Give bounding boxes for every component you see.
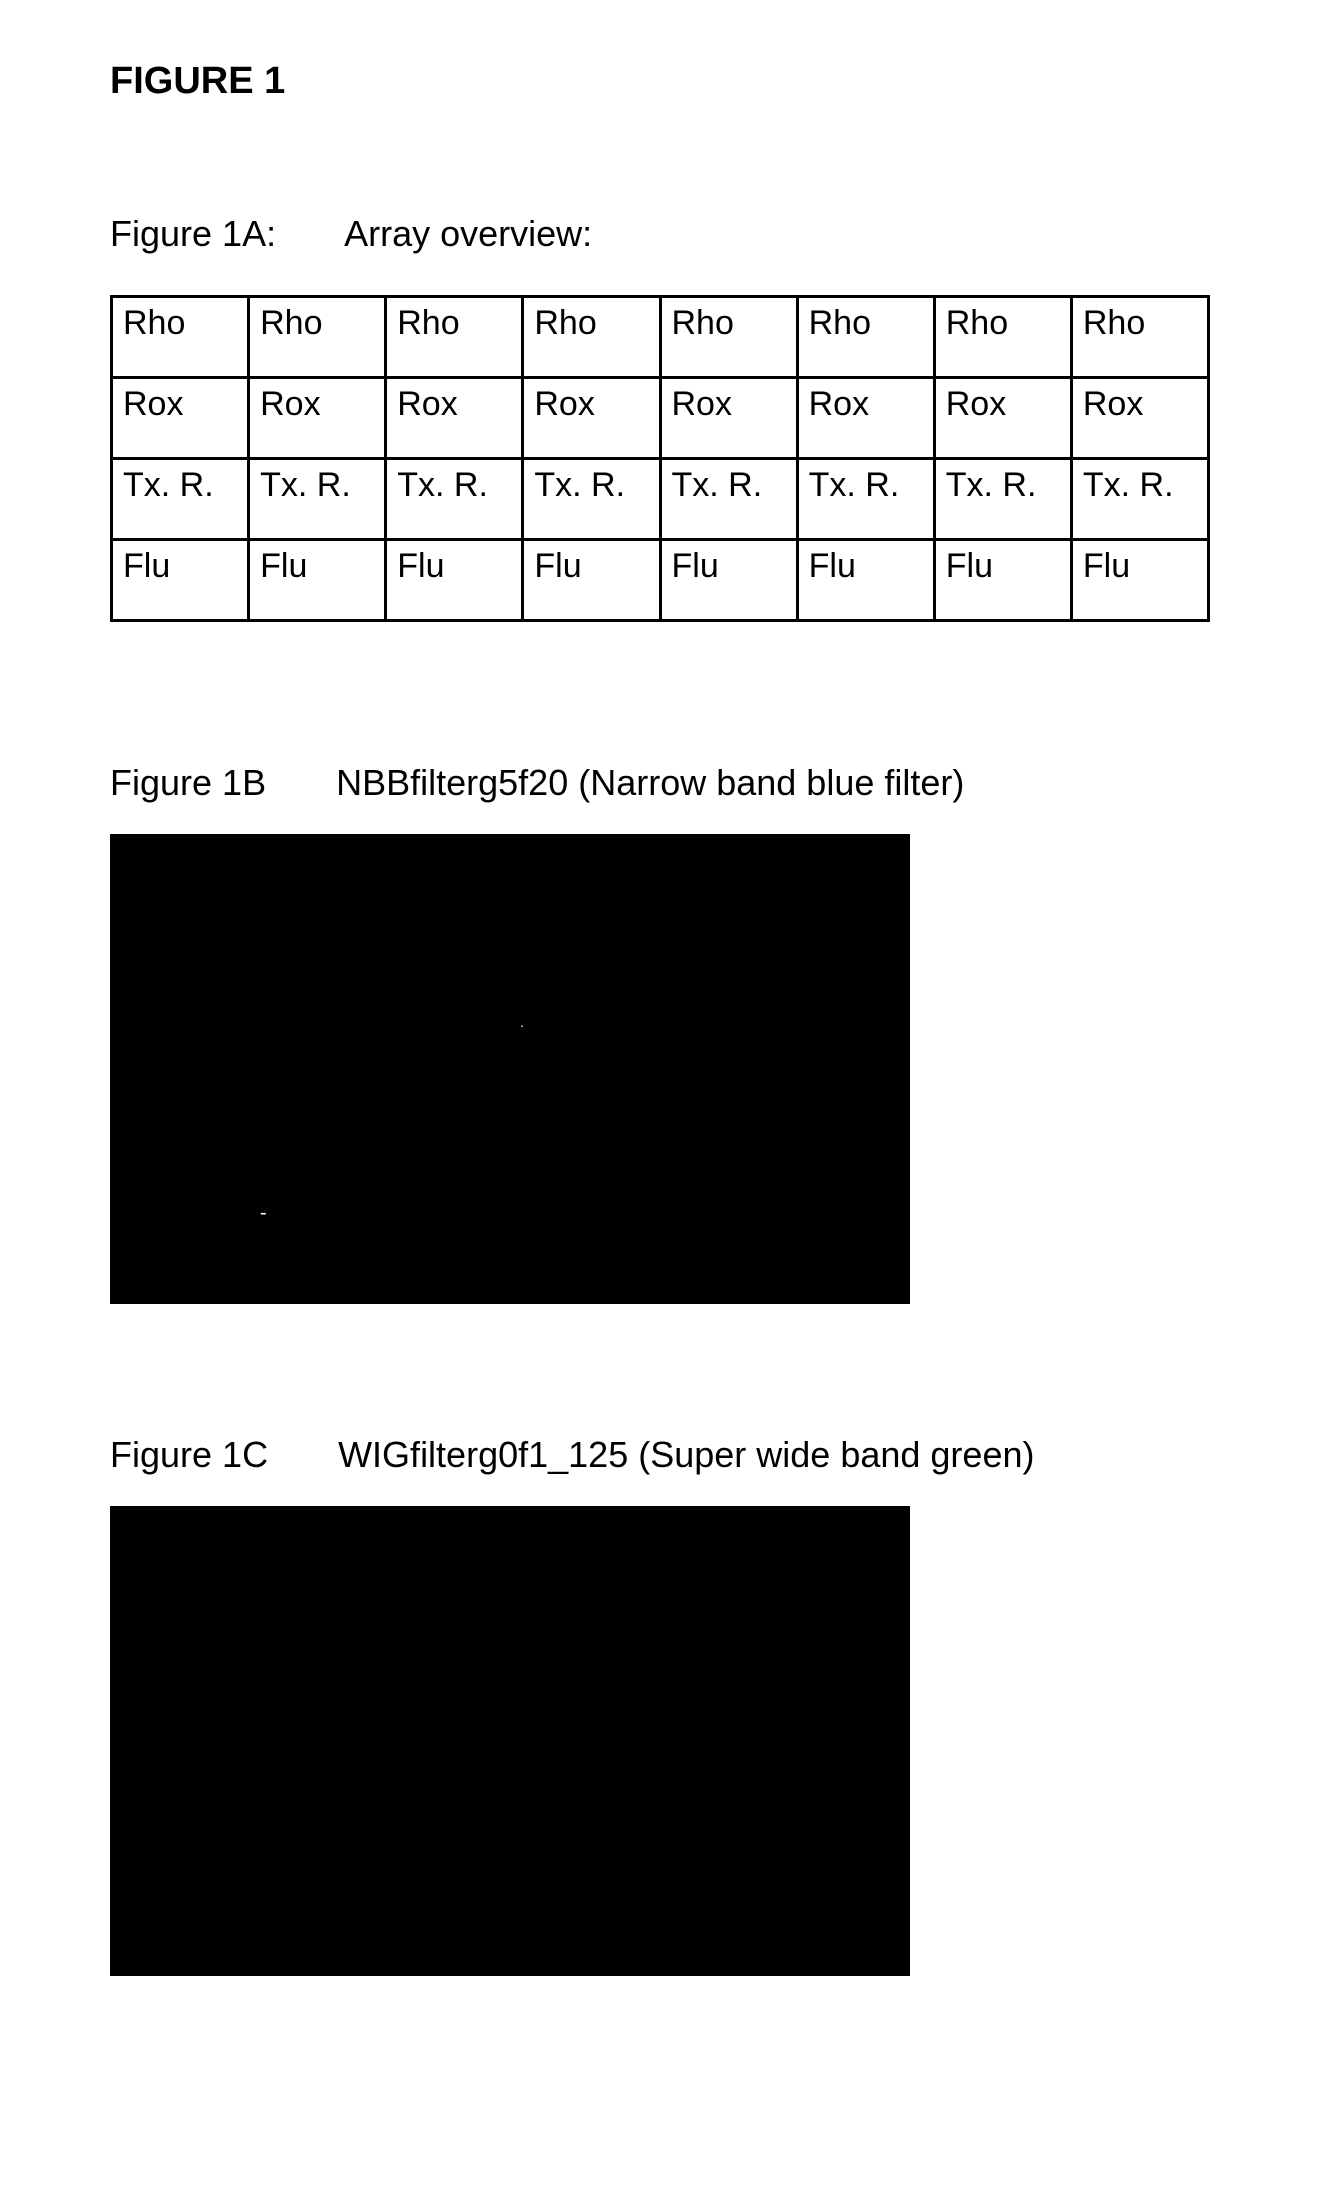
array-cell: Rho — [386, 297, 523, 378]
figure-1a-label: Figure 1A: — [110, 213, 276, 255]
array-cell: Tx. R. — [112, 459, 249, 540]
array-cell: Rox — [112, 378, 249, 459]
array-cell: Flu — [249, 540, 386, 621]
figure-1a-heading: Figure 1A: Array overview: — [110, 213, 1211, 255]
figure-page: FIGURE 1 Figure 1A: Array overview: Rho … — [0, 0, 1321, 2206]
array-cell: Rox — [797, 378, 934, 459]
array-cell: Flu — [797, 540, 934, 621]
table-row: Tx. R. Tx. R. Tx. R. Tx. R. Tx. R. Tx. R… — [112, 459, 1209, 540]
speckle-mark: - — [260, 1202, 267, 1225]
array-cell: Flu — [934, 540, 1071, 621]
array-cell: Flu — [523, 540, 660, 621]
array-cell: Flu — [660, 540, 797, 621]
array-cell: Tx. R. — [523, 459, 660, 540]
table-row: Rho Rho Rho Rho Rho Rho Rho Rho — [112, 297, 1209, 378]
figure-1a-caption: Array overview: — [344, 213, 592, 254]
array-cell: Tx. R. — [797, 459, 934, 540]
array-cell: Rho — [934, 297, 1071, 378]
array-cell: Rox — [1071, 378, 1208, 459]
figure-1b-heading: Figure 1B NBBfilterg5f20 (Narrow band bl… — [110, 762, 1211, 804]
figure-1b-image: . - — [110, 834, 910, 1304]
array-cell: Rho — [249, 297, 386, 378]
array-cell: Tx. R. — [386, 459, 523, 540]
table-row: Flu Flu Flu Flu Flu Flu Flu Flu — [112, 540, 1209, 621]
array-cell: Rox — [249, 378, 386, 459]
figure-1c-image — [110, 1506, 910, 1976]
figure-1c-heading: Figure 1C WIGfilterg0f1_125 (Super wide … — [110, 1434, 1211, 1476]
array-cell: Rox — [386, 378, 523, 459]
figure-1c-caption: WIGfilterg0f1_125 (Super wide band green… — [338, 1434, 1034, 1475]
array-cell: Flu — [386, 540, 523, 621]
array-cell: Rho — [797, 297, 934, 378]
array-cell: Tx. R. — [249, 459, 386, 540]
speckle-mark: . — [520, 1014, 524, 1030]
array-cell: Flu — [112, 540, 249, 621]
array-cell: Rho — [660, 297, 797, 378]
array-cell: Flu — [1071, 540, 1208, 621]
figure-1b-label: Figure 1B — [110, 762, 266, 804]
array-cell: Rho — [1071, 297, 1208, 378]
array-cell: Rox — [523, 378, 660, 459]
array-cell: Tx. R. — [1071, 459, 1208, 540]
array-cell: Rox — [934, 378, 1071, 459]
array-cell: Tx. R. — [934, 459, 1071, 540]
array-cell: Rho — [112, 297, 249, 378]
table-row: Rox Rox Rox Rox Rox Rox Rox Rox — [112, 378, 1209, 459]
array-overview-table: Rho Rho Rho Rho Rho Rho Rho Rho Rox Rox … — [110, 295, 1210, 622]
array-cell: Rho — [523, 297, 660, 378]
figure-1c-label: Figure 1C — [110, 1434, 268, 1476]
array-cell: Tx. R. — [660, 459, 797, 540]
page-title: FIGURE 1 — [110, 60, 1211, 103]
array-cell: Rox — [660, 378, 797, 459]
figure-1b-caption: NBBfilterg5f20 (Narrow band blue filter) — [336, 762, 964, 803]
